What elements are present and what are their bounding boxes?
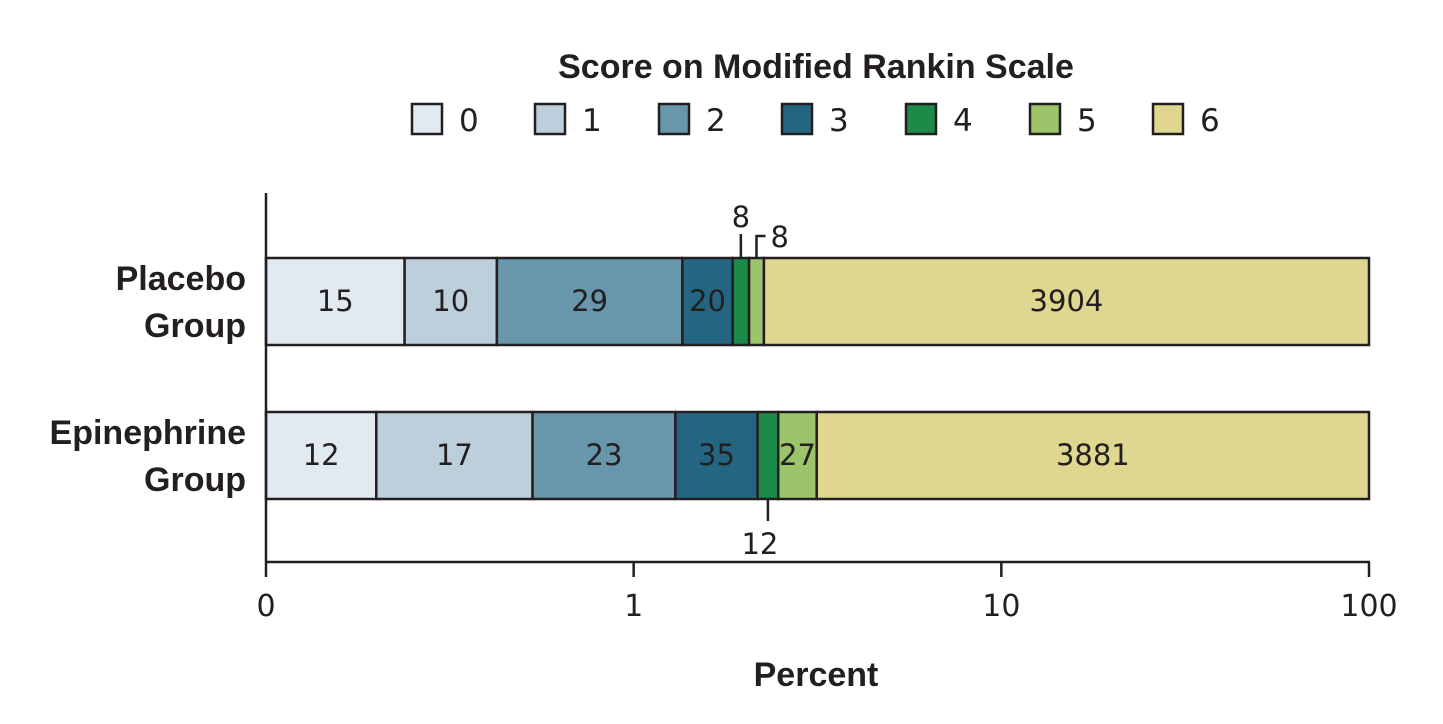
placebo-group-segment-2 bbox=[495, 256, 684, 347]
legend-swatch-1 bbox=[533, 102, 567, 136]
legend-label-3: 3 bbox=[829, 103, 849, 139]
placebo-group-count-3: 20 bbox=[689, 284, 726, 318]
x-tick-label-1: 1 bbox=[624, 589, 643, 624]
legend-label-6: 6 bbox=[1200, 103, 1220, 139]
placebo-group-callout-line-5 bbox=[755, 234, 766, 258]
placebo-group-segment-6 bbox=[762, 256, 1371, 347]
epinephrine-group-count-5: 27 bbox=[779, 438, 816, 472]
placebo-group-count-4: 8 bbox=[732, 200, 750, 234]
group-label-placebo-group: Placebo bbox=[116, 260, 246, 298]
legend-label-2: 2 bbox=[706, 103, 726, 139]
epinephrine-group-count-4: 12 bbox=[741, 527, 778, 561]
placebo-group-count-1: 10 bbox=[432, 284, 469, 318]
legend-label-4: 4 bbox=[953, 103, 973, 139]
epinephrine-group-segment-1 bbox=[375, 410, 534, 501]
callouts: 88 12 bbox=[732, 200, 789, 561]
epinephrine-group-count-1: 17 bbox=[436, 438, 473, 472]
placebo-group-segment-1 bbox=[403, 256, 499, 347]
x-axis: 0 1 10 100 bbox=[256, 193, 1398, 624]
placebo-group-count-5: 8 bbox=[770, 220, 788, 254]
epinephrine-group-segment-6 bbox=[815, 410, 1371, 501]
epinephrine-group-count-3: 35 bbox=[698, 438, 735, 472]
epinephrine-group-segment-3 bbox=[674, 410, 759, 501]
group-label-placebo-group: Group bbox=[144, 307, 246, 345]
legend-swatch-4 bbox=[904, 102, 938, 136]
placebo-group-count-2: 29 bbox=[571, 284, 608, 318]
legend-label-0: 0 bbox=[459, 103, 479, 139]
legend: 0 1 2 3 4 5 6 bbox=[410, 102, 1220, 139]
legend-swatch-6 bbox=[1151, 102, 1185, 136]
placebo-group-count-0: 15 bbox=[317, 284, 354, 318]
placebo-group-count-6: 3904 bbox=[1030, 284, 1104, 318]
epinephrine-group-count-2: 23 bbox=[586, 438, 623, 472]
chart-title: Score on Modified Rankin Scale bbox=[558, 48, 1074, 86]
epinephrine-group-segment-2 bbox=[531, 410, 677, 501]
legend-swatch-2 bbox=[657, 102, 691, 136]
legend-swatch-5 bbox=[1028, 102, 1062, 136]
bars: Placebo Group 15 10 29 20 3904 Epinephrine Group… bbox=[50, 256, 1371, 501]
placebo-group-segment-5 bbox=[747, 256, 766, 347]
legend-swatch-3 bbox=[780, 102, 814, 136]
group-label-epinephrine-group: Epinephrine bbox=[50, 414, 246, 452]
x-tick-label-100: 100 bbox=[1340, 589, 1397, 624]
x-axis-label: Percent bbox=[754, 656, 879, 694]
epinephrine-group-segment-4 bbox=[756, 410, 780, 501]
epinephrine-group-count-0: 12 bbox=[303, 438, 340, 472]
placebo-group-segment-4 bbox=[731, 256, 751, 347]
epinephrine-group-segment-5 bbox=[776, 410, 818, 501]
x-tick-label-0: 0 bbox=[256, 589, 275, 624]
group-label-epinephrine-group: Group bbox=[144, 461, 246, 499]
legend-swatch-0 bbox=[410, 102, 444, 136]
placebo-group-segment-0 bbox=[264, 256, 406, 347]
legend-label-1: 1 bbox=[582, 103, 602, 139]
x-tick-label-10: 10 bbox=[982, 589, 1020, 624]
legend-label-5: 5 bbox=[1077, 103, 1097, 139]
epinephrine-group-count-6: 3881 bbox=[1056, 438, 1130, 472]
